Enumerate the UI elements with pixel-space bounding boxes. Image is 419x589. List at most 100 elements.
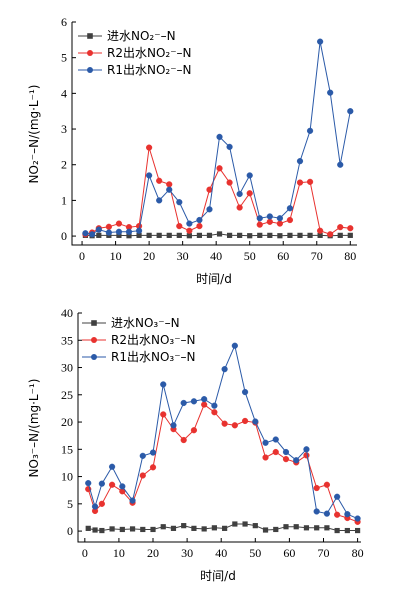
data-point-circle (256, 221, 263, 228)
legend-marker-square (91, 320, 97, 326)
data-point-circle (226, 143, 233, 150)
data-point-circle (180, 399, 187, 407)
data-point-circle (196, 216, 203, 224)
data-point-square (96, 232, 102, 238)
data-point-circle (119, 483, 126, 490)
series-r1 (85, 342, 361, 522)
y-tick-label: 1 (61, 193, 67, 207)
y-tick-label: 5 (67, 497, 73, 511)
data-point-circle (344, 511, 351, 518)
data-point-circle (337, 161, 344, 168)
nitrate-y-axis-title: NO₃⁻–N/(mg·L⁻¹) (27, 379, 41, 478)
data-point-square (136, 232, 142, 238)
nitrite-legend: 进水NO₂⁻–N R2出水NO₂⁻–N R1出水NO₂⁻–N (78, 29, 192, 77)
data-point-square (201, 526, 207, 532)
data-point-circle (262, 439, 269, 446)
data-point-circle (276, 220, 283, 227)
data-point-circle (108, 463, 116, 470)
data-point-circle (125, 228, 133, 235)
data-point-circle (354, 515, 361, 522)
series-line-r2 (87, 403, 358, 523)
x-tick-label: 40 (215, 546, 227, 560)
data-point-square (166, 232, 172, 238)
data-point-circle (347, 108, 354, 115)
data-point-square (334, 527, 340, 534)
data-point-circle (252, 418, 259, 425)
data-point-circle (241, 417, 249, 425)
data-point-square (156, 232, 162, 238)
legend-marker-square (87, 33, 93, 39)
data-point-circle (160, 381, 167, 388)
series-r2 (82, 144, 354, 238)
x-tick-label: 50 (244, 249, 256, 263)
data-point-circle (317, 38, 324, 45)
y-tick-label: 6 (61, 15, 67, 29)
data-point-circle (246, 190, 253, 197)
legend-marker-circle (87, 67, 93, 73)
data-point-circle (216, 133, 223, 140)
nitrite-axis-frame (71, 22, 357, 246)
data-point-circle (216, 165, 223, 172)
data-point-circle (135, 227, 143, 234)
x-tick-label: 40 (210, 249, 222, 263)
nitrite-plot-area: 0 10 20 30 40 50 60 70 80 0 1 2 3 4 5 6 (61, 15, 357, 263)
series-line-r1 (85, 41, 351, 235)
x-tick-label: 0 (79, 249, 85, 263)
data-point-circle (156, 177, 163, 184)
data-point-square (237, 232, 243, 238)
data-point-circle (221, 420, 228, 427)
data-point-circle (313, 508, 320, 515)
x-tick-label: 30 (177, 249, 189, 263)
data-point-circle (201, 396, 208, 403)
data-point-circle (323, 510, 331, 517)
data-point-square (146, 232, 152, 238)
data-point-square (267, 232, 273, 238)
data-point-square (181, 523, 187, 529)
data-point-circle (146, 144, 153, 151)
legend-entry-influent: 进水NO₃⁻–N (82, 316, 180, 330)
data-point-circle (334, 511, 341, 518)
series-r2 (85, 401, 361, 525)
nitrate-x-axis-title: 时间/d (200, 569, 236, 583)
legend-label: R2出水NO₃⁻–N (111, 333, 196, 347)
data-point-circle (286, 216, 294, 224)
data-point-square (222, 525, 228, 531)
data-point-square (354, 527, 361, 534)
data-point-circle (236, 204, 243, 211)
legend-entry-r1: R1出水NO₃⁻–N (82, 350, 196, 364)
legend-entry-r1: R1出水NO₂⁻–N (78, 63, 192, 77)
data-point-circle (303, 452, 310, 459)
data-point-circle (166, 186, 173, 193)
data-point-circle (105, 223, 112, 230)
data-point-square (317, 232, 323, 238)
data-point-circle (105, 229, 112, 236)
y-tick-label: 20 (61, 415, 73, 429)
data-point-circle (306, 178, 314, 185)
data-point-circle (186, 220, 193, 227)
data-point-circle (276, 215, 283, 222)
x-tick-label: 20 (147, 546, 159, 560)
data-point-circle (170, 422, 177, 429)
data-point-circle (82, 230, 89, 237)
data-point-square (232, 521, 238, 527)
x-tick-label: 0 (82, 546, 88, 560)
nitrite-x-axis-title: 时间/d (196, 272, 232, 286)
data-point-circle (108, 481, 116, 488)
data-point-circle (241, 388, 249, 396)
data-point-circle (201, 401, 208, 408)
x-tick-label: 80 (352, 546, 364, 560)
x-tick-label: 80 (344, 249, 356, 263)
data-point-circle (347, 225, 354, 232)
data-point-square (150, 526, 156, 533)
data-point-square (216, 231, 223, 237)
data-point-circle (156, 197, 163, 204)
x-tick-label: 20 (143, 249, 155, 263)
data-point-circle (256, 215, 263, 222)
legend-marker-circle (87, 50, 93, 56)
data-point-circle (286, 205, 294, 212)
data-point-circle (293, 457, 300, 464)
y-tick-label: 4 (61, 86, 67, 100)
nitrite-y-axis-title: NO₂⁻–N/(mg·L⁻¹) (27, 85, 41, 184)
data-point-circle (89, 231, 96, 238)
